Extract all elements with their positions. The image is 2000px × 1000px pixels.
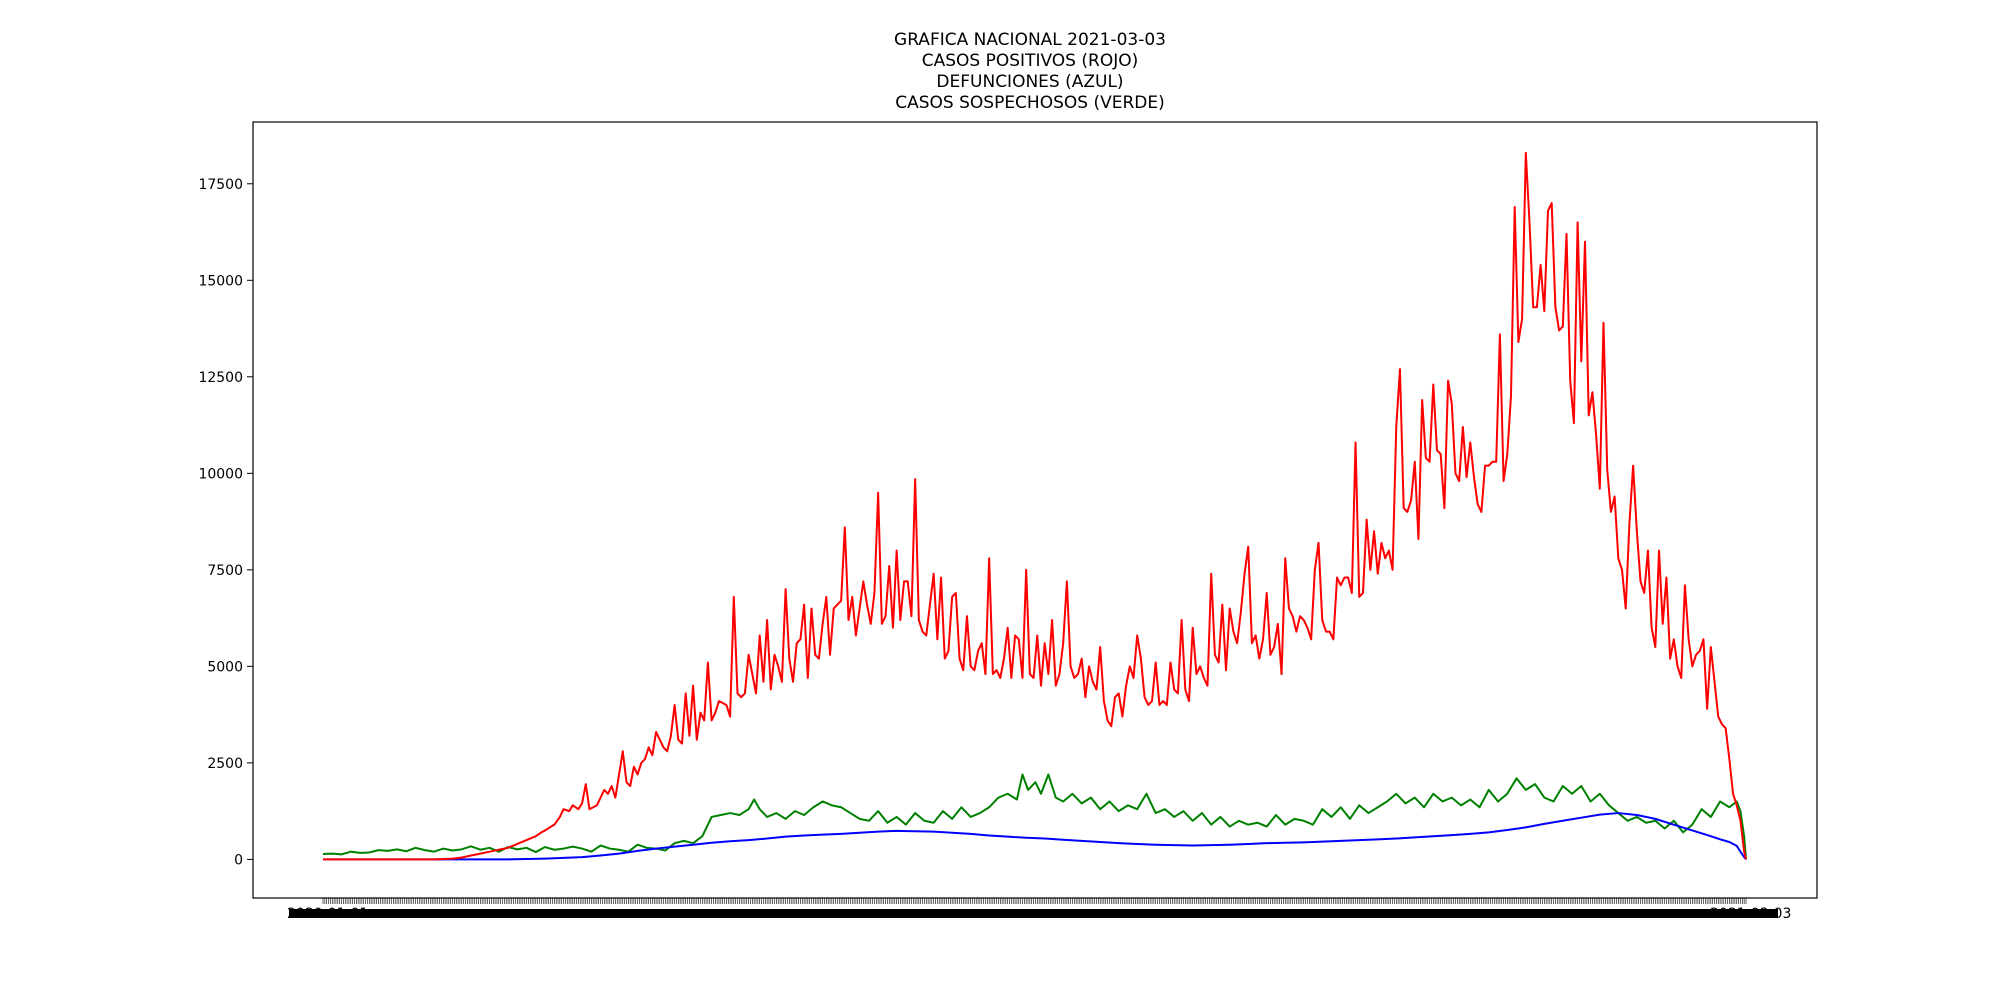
y-tick-label: 12500: [198, 370, 243, 386]
y-tick-label: 15000: [198, 273, 243, 289]
y-tick-label: 10000: [198, 466, 243, 482]
x-tick-label-last: 2021-03-03: [1710, 906, 1791, 922]
y-tick-label: 5000: [207, 659, 243, 675]
chart-title: GRAFICA NACIONAL 2021-03-03 CASOS POSITI…: [0, 30, 2000, 114]
series-line-blue: [323, 812, 1747, 861]
series-line-green: [322, 773, 1747, 860]
y-tick-label: 7500: [207, 563, 243, 579]
chart-title-line-1: GRAFICA NACIONAL 2021-03-03: [894, 30, 1166, 50]
chart-title-line-3: DEFUNCIONES (AZUL): [936, 72, 1124, 92]
y-tick-label: 17500: [198, 177, 243, 193]
y-tick-label: 0: [234, 852, 243, 868]
chart-title-line-2: CASOS POSITIVOS (ROJO): [921, 51, 1139, 71]
series-line-red: [323, 151, 1747, 861]
x-tick-label-first: 2020-01-01: [287, 906, 368, 922]
y-axis: 0 2500 5000 7500 10000 12500 15000 17500: [198, 177, 253, 868]
series-layer: [322, 151, 1747, 861]
chart-title-line-4: CASOS SOSPECHOSOS (VERDE): [895, 93, 1165, 113]
y-tick-label: 2500: [207, 756, 243, 772]
x-axis: 2020-01-01 2021-03-03: [287, 898, 1791, 922]
axes-frame: [252, 121, 1818, 899]
x-tick-labels-overlap: [289, 909, 1778, 918]
